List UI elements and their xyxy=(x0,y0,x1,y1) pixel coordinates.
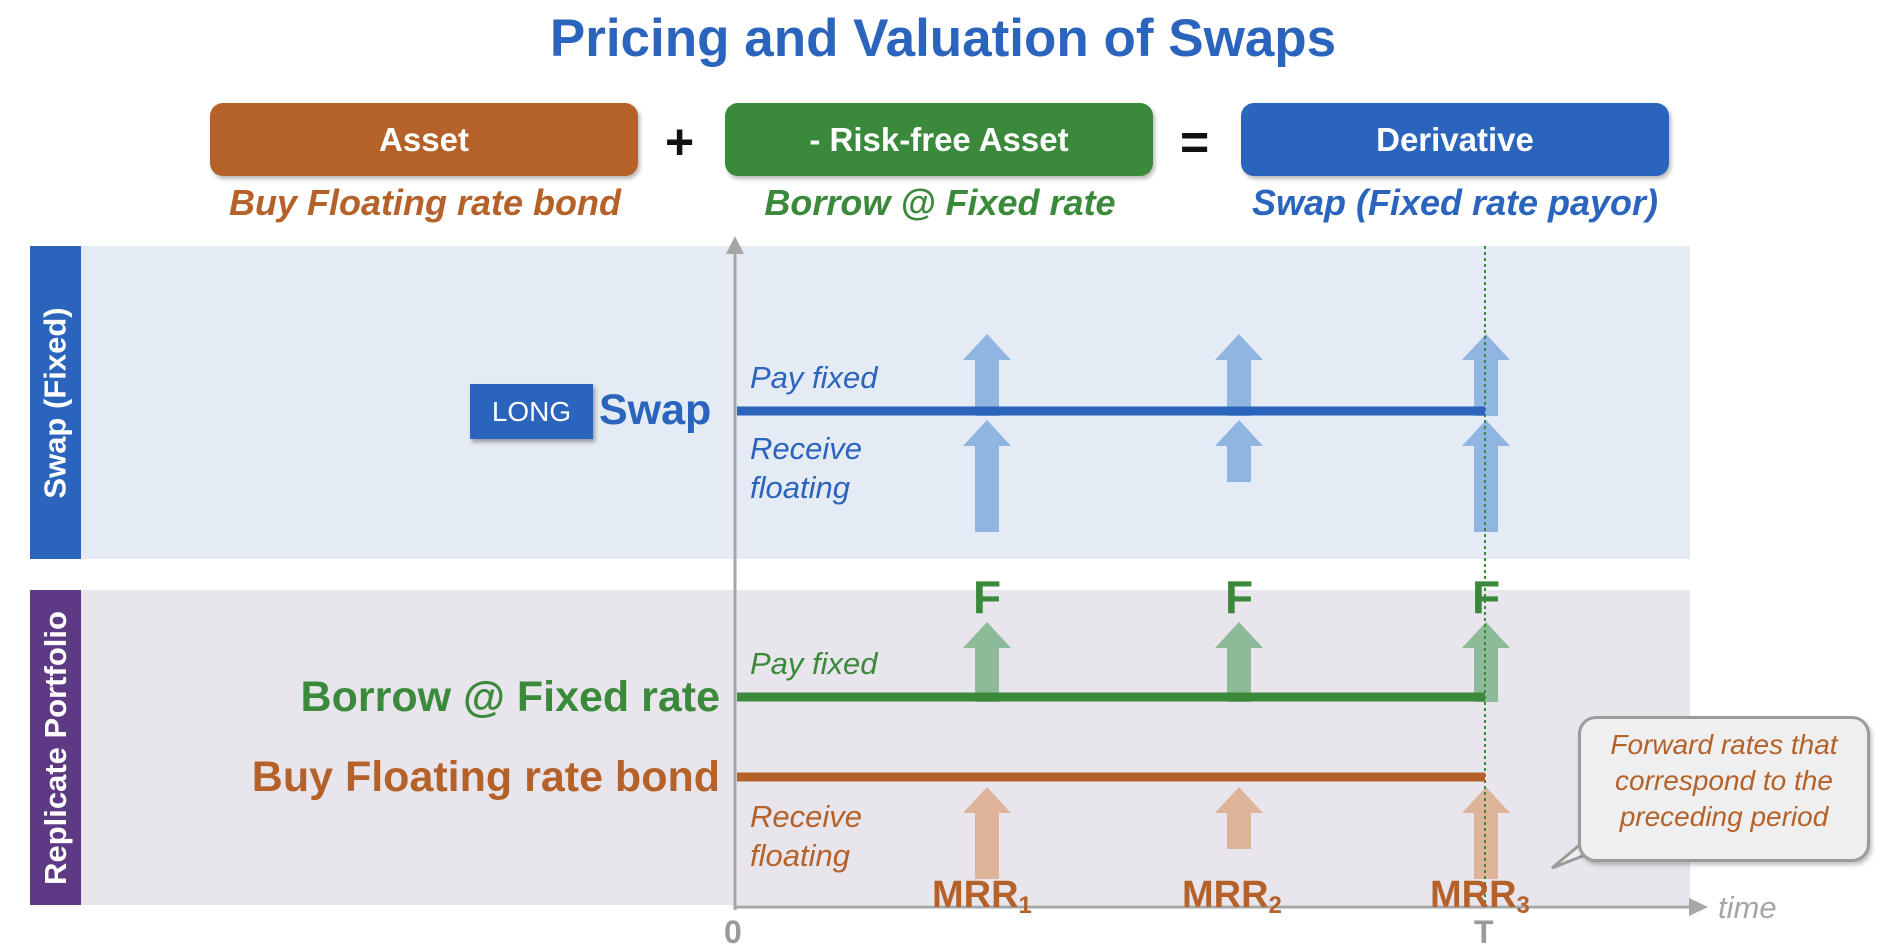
swap-band-label: Swap (Fixed) xyxy=(30,246,81,559)
asset-box: Asset xyxy=(210,103,638,176)
replicate-portfolio-band-label: Replicate Portfolio xyxy=(30,590,81,905)
time-axis-label: time xyxy=(1718,890,1777,925)
mrr-label-1: MRR1 xyxy=(932,874,1032,919)
page-title: Pricing and Valuation of Swaps xyxy=(549,9,1337,68)
fixed-payment-arrow-1 xyxy=(963,622,1011,702)
riskfree-asset-sublabel: Borrow @ Fixed rate xyxy=(764,182,1116,223)
floating-receipt-arrow-3 xyxy=(1462,787,1510,879)
fixed-payment-arrow-2 xyxy=(1215,622,1263,702)
fixed-payment-label-2: F xyxy=(1224,571,1254,623)
derivative-label: Derivative xyxy=(1376,120,1534,158)
riskfree-asset-label: - Risk-free Asset xyxy=(809,120,1069,158)
time-axis-arrowhead xyxy=(1689,898,1708,916)
forward-rates-callout: Forward rates that correspond to the pre… xyxy=(1578,716,1870,862)
derivative-box: Derivative xyxy=(1241,103,1669,176)
swap-receive-caption: Receive xyxy=(750,431,862,466)
mrr-label-2: MRR2 xyxy=(1182,874,1282,919)
plus-operator: + xyxy=(665,114,695,170)
fixed-payment-label-3: F xyxy=(1471,571,1501,623)
swap-pay-arrow-2 xyxy=(1215,334,1263,416)
asset-label: Asset xyxy=(379,120,469,158)
derivative-sublabel: Swap (Fixed rate payor) xyxy=(1251,182,1659,223)
riskfree-asset-box: - Risk-free Asset xyxy=(725,103,1153,176)
borrow-fixed-rate-label: Borrow @ Fixed rate xyxy=(300,673,720,721)
portfolio-receive-caption: Receive xyxy=(750,799,862,834)
floating-receipt-arrow-2 xyxy=(1215,787,1263,849)
origin-tick-label: 0 xyxy=(724,914,742,950)
swap-label: Swap xyxy=(599,386,712,434)
swap-band xyxy=(30,246,1690,559)
vertical-axis-arrowhead xyxy=(726,236,744,254)
swap-pay-arrow-1 xyxy=(963,334,1011,416)
replicate-portfolio-band xyxy=(30,590,1690,905)
fixed-payment-label-1: F xyxy=(972,571,1002,623)
equals-operator: = xyxy=(1180,114,1210,170)
swap-floating-caption: floating xyxy=(750,470,850,505)
swap-receive-arrow-1 xyxy=(963,420,1011,532)
floating-receipt-arrow-1 xyxy=(963,787,1011,879)
mrr-label-3: MRR3 xyxy=(1430,874,1530,919)
maturity-tick-label: T xyxy=(1474,914,1494,950)
portfolio-pay-fixed-caption: Pay fixed xyxy=(750,646,878,681)
swap-receive-arrow-2 xyxy=(1215,420,1263,482)
swap-pay-fixed-caption: Pay fixed xyxy=(750,360,878,395)
buy-floating-rate-bond-label: Buy Floating rate bond xyxy=(251,753,720,801)
long-badge: LONG xyxy=(470,384,593,439)
asset-sublabel: Buy Floating rate bond xyxy=(229,182,621,223)
portfolio-floating-caption: floating xyxy=(750,838,850,873)
